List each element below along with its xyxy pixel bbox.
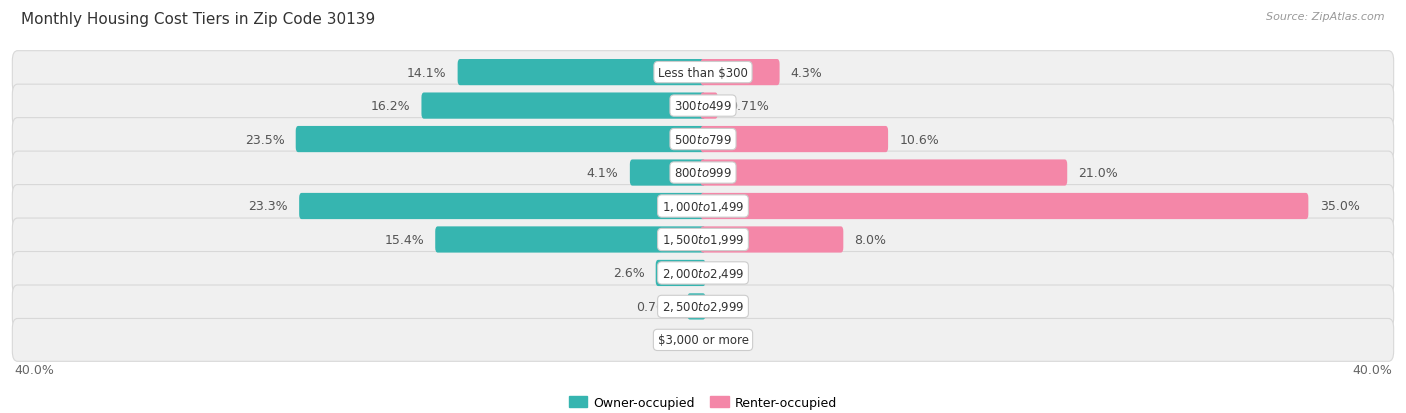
FancyBboxPatch shape — [700, 160, 1067, 186]
Text: 4.3%: 4.3% — [790, 66, 823, 79]
FancyBboxPatch shape — [13, 152, 1393, 195]
FancyBboxPatch shape — [700, 193, 1309, 220]
Text: 0.0%: 0.0% — [717, 334, 749, 347]
Text: 8.0%: 8.0% — [855, 233, 887, 247]
FancyBboxPatch shape — [13, 285, 1393, 328]
FancyBboxPatch shape — [630, 160, 706, 186]
Text: 40.0%: 40.0% — [14, 363, 53, 376]
FancyBboxPatch shape — [700, 127, 889, 153]
Text: 23.5%: 23.5% — [245, 133, 284, 146]
Text: 4.1%: 4.1% — [586, 166, 619, 180]
FancyBboxPatch shape — [13, 252, 1393, 294]
Text: $2,000 to $2,499: $2,000 to $2,499 — [662, 266, 744, 280]
FancyBboxPatch shape — [700, 93, 717, 119]
FancyBboxPatch shape — [13, 119, 1393, 161]
Text: 0.76%: 0.76% — [637, 300, 676, 313]
Text: 0.0%: 0.0% — [717, 300, 749, 313]
Text: 0.0%: 0.0% — [717, 267, 749, 280]
FancyBboxPatch shape — [700, 227, 844, 253]
Text: 0.0%: 0.0% — [657, 334, 689, 347]
Text: $3,000 or more: $3,000 or more — [658, 334, 748, 347]
Text: $1,500 to $1,999: $1,500 to $1,999 — [662, 233, 744, 247]
Text: 16.2%: 16.2% — [371, 100, 411, 113]
FancyBboxPatch shape — [295, 127, 706, 153]
FancyBboxPatch shape — [422, 93, 706, 119]
Text: 35.0%: 35.0% — [1320, 200, 1360, 213]
Text: $800 to $999: $800 to $999 — [673, 166, 733, 180]
Text: 10.6%: 10.6% — [900, 133, 939, 146]
FancyBboxPatch shape — [299, 193, 706, 220]
FancyBboxPatch shape — [457, 60, 706, 86]
FancyBboxPatch shape — [436, 227, 706, 253]
Text: 21.0%: 21.0% — [1078, 166, 1118, 180]
Text: Source: ZipAtlas.com: Source: ZipAtlas.com — [1267, 12, 1385, 22]
Text: $300 to $499: $300 to $499 — [673, 100, 733, 113]
FancyBboxPatch shape — [688, 294, 706, 320]
FancyBboxPatch shape — [13, 85, 1393, 128]
Text: $500 to $799: $500 to $799 — [673, 133, 733, 146]
Text: 14.1%: 14.1% — [406, 66, 446, 79]
FancyBboxPatch shape — [700, 60, 779, 86]
Text: 40.0%: 40.0% — [1353, 363, 1392, 376]
Text: 23.3%: 23.3% — [249, 200, 288, 213]
FancyBboxPatch shape — [13, 218, 1393, 261]
Text: Monthly Housing Cost Tiers in Zip Code 30139: Monthly Housing Cost Tiers in Zip Code 3… — [21, 12, 375, 27]
Text: Less than $300: Less than $300 — [658, 66, 748, 79]
Text: $2,500 to $2,999: $2,500 to $2,999 — [662, 300, 744, 313]
FancyBboxPatch shape — [13, 319, 1393, 361]
Text: 2.6%: 2.6% — [613, 267, 644, 280]
Legend: Owner-occupied, Renter-occupied: Owner-occupied, Renter-occupied — [564, 391, 842, 413]
FancyBboxPatch shape — [655, 260, 706, 286]
FancyBboxPatch shape — [13, 52, 1393, 94]
Text: 15.4%: 15.4% — [384, 233, 425, 247]
FancyBboxPatch shape — [13, 185, 1393, 228]
Text: $1,000 to $1,499: $1,000 to $1,499 — [662, 199, 744, 214]
Text: 0.71%: 0.71% — [728, 100, 769, 113]
